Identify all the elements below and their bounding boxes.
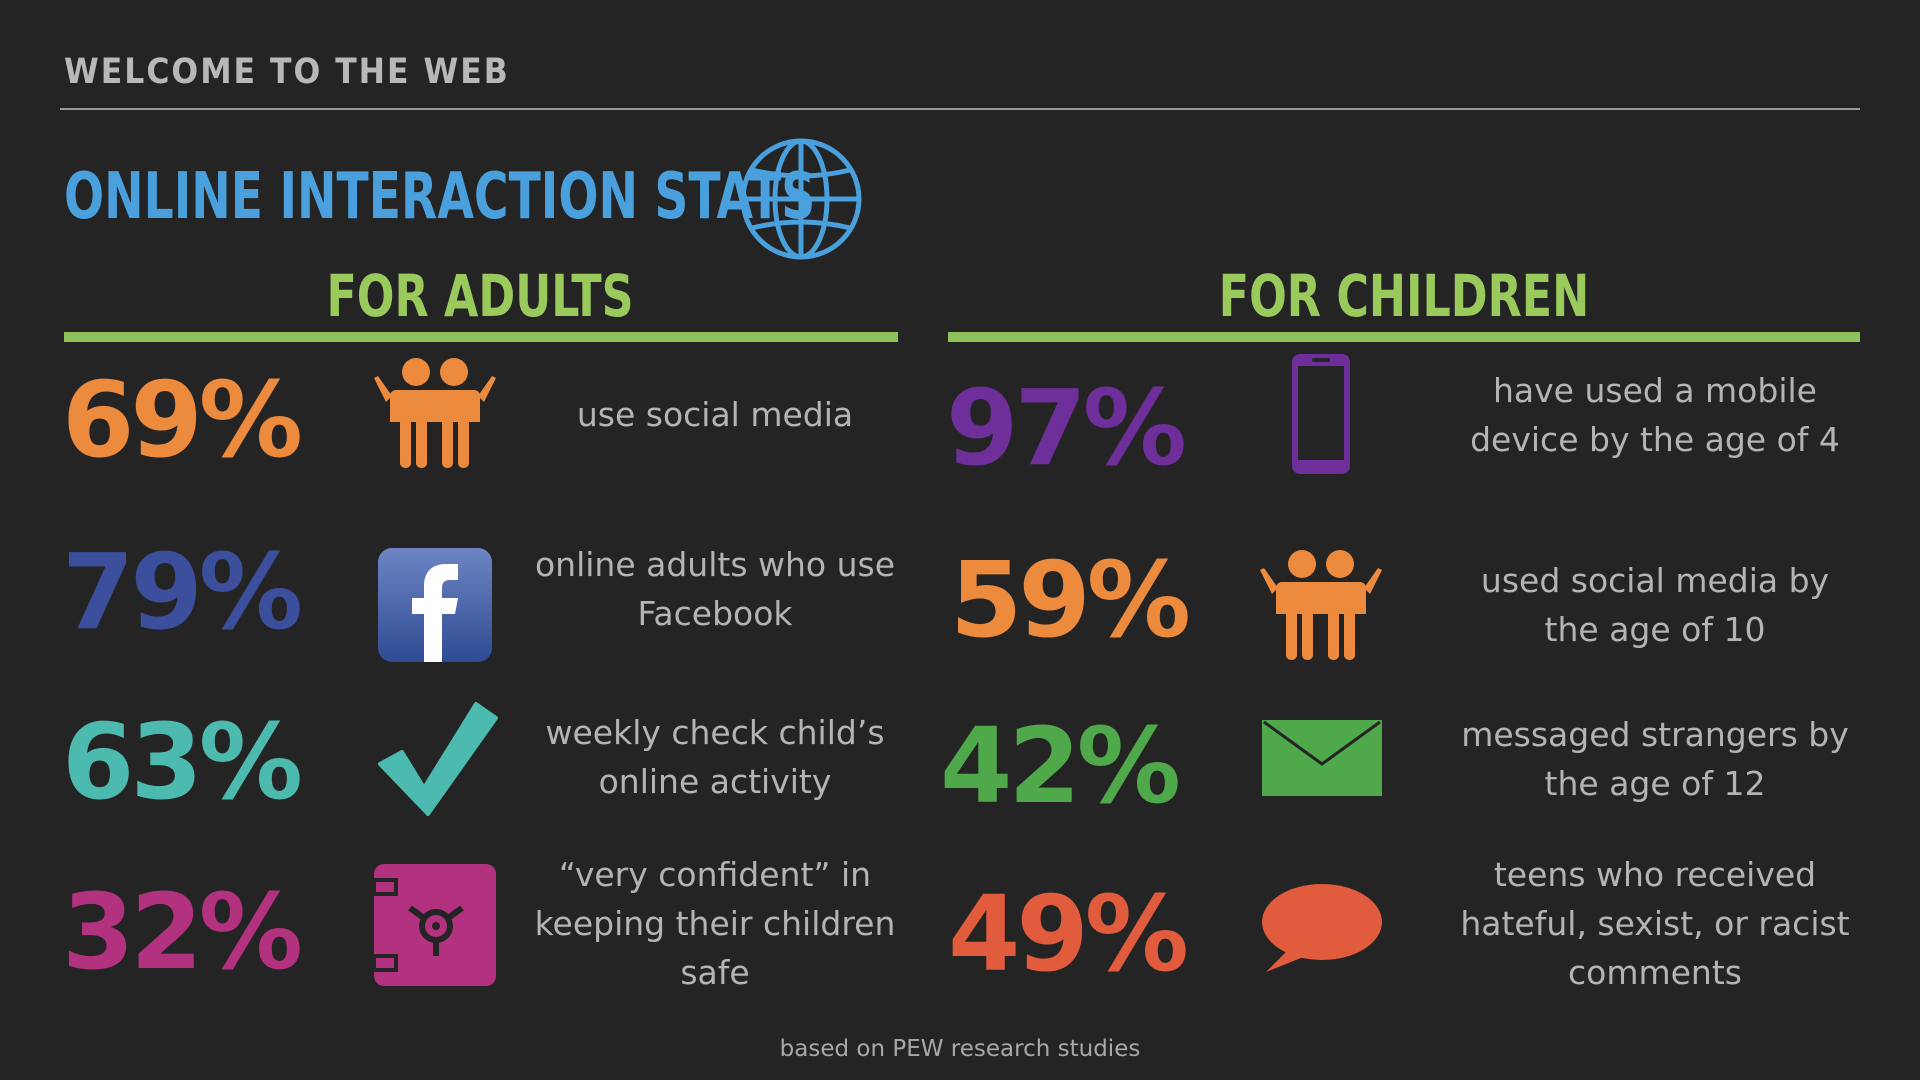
- children-stat-text: have used a mobile device by the age of …: [1470, 371, 1840, 459]
- people-icon: [1260, 550, 1382, 660]
- adults-stat-text: online adults who use Facebook: [534, 545, 896, 633]
- children-stat-text: teens who received hateful, sexist, or r…: [1460, 855, 1850, 992]
- children-stat-text: used social media by the age of 10: [1480, 561, 1830, 649]
- safe-icon: [374, 864, 496, 986]
- adults-stat-text: use social media: [576, 395, 854, 434]
- children-stat-value: 49%: [948, 873, 1189, 995]
- adults-stat-value: 32%: [62, 871, 303, 993]
- adults-rule: [64, 332, 898, 342]
- top-divider: [60, 108, 1860, 110]
- adults-stat-value: 69%: [62, 359, 303, 481]
- globe-icon: [740, 138, 862, 260]
- adults-stat-text: weekly check child’s online activity: [545, 713, 885, 801]
- children-rule: [948, 332, 1860, 342]
- mobile-phone-icon: [1292, 354, 1350, 474]
- adults-heading: FOR ADULTS: [326, 262, 634, 330]
- facebook-icon: [378, 548, 492, 662]
- envelope-icon: [1262, 720, 1382, 796]
- children-stat-text: messaged strangers by the age of 12: [1461, 715, 1849, 803]
- page-title: ONLINE INTERACTION STATS: [64, 160, 816, 234]
- children-stat-value: 59%: [950, 539, 1191, 661]
- adults-stat-value: 79%: [62, 531, 303, 653]
- speech-bubble-icon: [1262, 884, 1382, 972]
- children-stat-value: 97%: [946, 367, 1187, 489]
- section-label: WELCOME TO THE WEB: [64, 52, 510, 92]
- children-heading: FOR CHILDREN: [1218, 262, 1590, 330]
- footnote: based on PEW research studies: [779, 1036, 1141, 1062]
- adults-stat-text: “very confident” in keeping their childr…: [534, 855, 896, 992]
- checkmark-icon: [378, 702, 498, 816]
- adults-stat-value: 63%: [62, 701, 303, 823]
- people-icon: [374, 358, 496, 468]
- children-stat-value: 42%: [940, 705, 1181, 827]
